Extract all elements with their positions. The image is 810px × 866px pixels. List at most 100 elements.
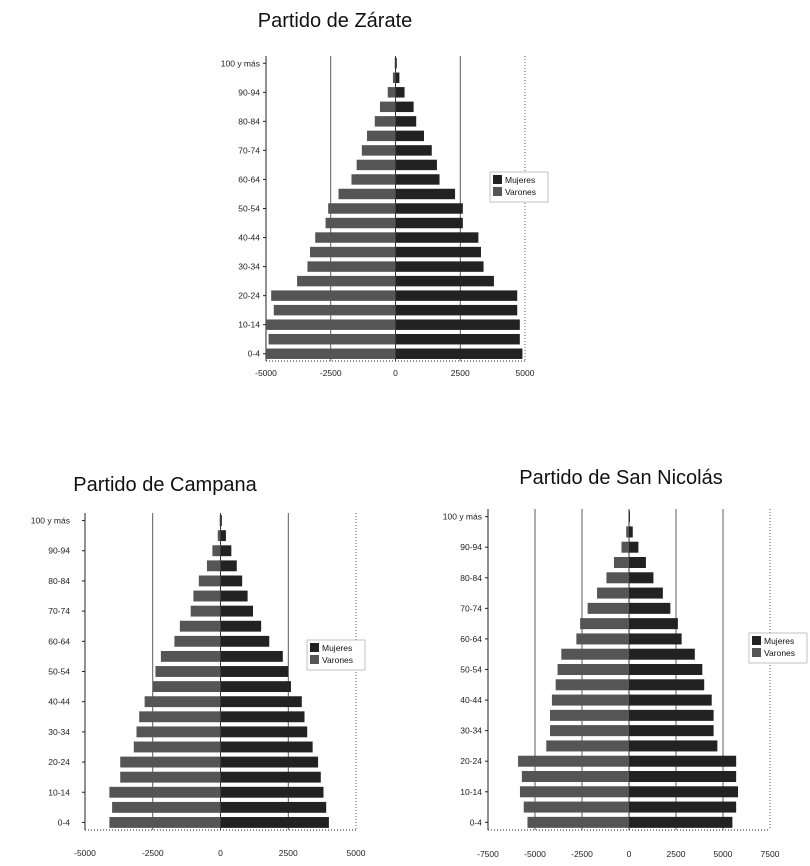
bar-mujeres [629,526,633,538]
chart-1: Partido de Zárate -5000 -2500 0 2500 5000 0-4 1… [221,10,549,378]
bar-varones [546,740,629,752]
bar-varones [551,694,629,706]
bar-mujeres [629,618,678,630]
bar-mujeres [395,275,494,287]
bar-mujeres [395,319,520,330]
bar-varones [310,246,396,258]
bar-mujeres [629,556,646,569]
bar-mujeres [220,801,327,813]
bar-mujeres [395,333,520,345]
y-tick-label: 80-84 [460,573,482,583]
bar-varones [179,620,221,632]
bar-mujeres [629,740,718,752]
bar-mujeres [629,587,663,599]
y-tick-label: 0-4 [470,817,483,827]
bar-mujeres [220,726,308,738]
bar-mujeres [629,816,733,828]
bar-varones [561,648,629,660]
legend-label: Varones [322,655,353,665]
bar-varones [198,575,221,587]
bar-varones [351,174,396,185]
y-tick-label: 60-64 [460,634,482,644]
bar-varones [521,770,629,783]
bar-mujeres [395,304,518,316]
y-tick-label: 100 y más [221,58,260,68]
bar-mujeres [395,87,405,98]
x-tick-label: -5000 [255,368,277,378]
legend-label: Mujeres [322,643,352,653]
legend-label: Varones [764,648,795,658]
bar-varones [606,572,629,584]
bar-varones [112,801,221,813]
bar-varones [367,130,396,142]
bar-mujeres [220,575,243,587]
x-tick-label: 0 [218,848,223,858]
bar-mujeres [395,261,484,272]
y-tick-label: 60-64 [238,174,260,184]
bar-mujeres [395,72,400,84]
y-tick-label: 50-54 [238,204,260,214]
x-tick-label: 5000 [516,368,535,378]
bar-varones [315,232,396,243]
y-tick-label: 70-74 [460,603,482,613]
bar-varones [626,526,629,538]
bar-varones [557,663,629,676]
bar-varones [109,817,221,828]
y-tick-label: 90-94 [48,546,70,556]
bar-varones [392,72,396,84]
x-tick-label: 2500 [451,368,470,378]
bar-mujeres [395,130,424,142]
bar-mujeres [395,145,432,156]
bar-varones [394,58,396,69]
bar-mujeres [220,741,313,753]
bar-varones [120,756,221,768]
bar-varones [580,618,629,630]
chart-title: Partido de Campana [73,474,257,496]
bar-mujeres [395,232,479,243]
bar-mujeres [629,801,737,813]
y-tick-label: 100 y más [443,512,482,522]
y-tick-label: 50-54 [460,665,482,675]
bar-mujeres [395,58,397,69]
y-tick-label: 40-44 [460,695,482,705]
bar-mujeres [395,116,417,127]
x-tick-label: -5000 [524,849,546,859]
bar-mujeres [220,605,254,617]
legend-swatch [493,175,502,184]
bar-varones [152,681,221,693]
bar-varones [307,261,396,272]
bar-varones [387,87,396,98]
y-tick-label: 30-34 [48,727,70,737]
bar-varones [174,635,221,647]
bar-mujeres [220,711,305,723]
bar-mujeres [220,650,283,662]
legend-swatch [310,643,319,652]
bar-varones [144,696,221,708]
bar-varones [338,188,396,200]
bar-varones [519,786,629,798]
chart-title: Partido de San Nicolás [519,467,722,489]
bar-mujeres [395,159,437,171]
bar-mujeres [220,620,262,632]
legend-label: Mujeres [505,175,535,185]
bar-varones [555,679,629,691]
bar-mujeres [395,188,456,200]
bar-mujeres [395,348,523,359]
bar-mujeres [220,696,302,708]
bar-varones [550,709,629,721]
bar-mujeres [220,666,289,677]
bar-mujeres [395,174,440,185]
bar-mujeres [629,541,639,553]
bar-varones [271,290,396,301]
bar-varones [297,275,396,287]
y-tick-label: 70-74 [48,606,70,616]
bar-varones [133,741,221,753]
bar-mujeres [629,709,714,721]
y-tick-label: 20-24 [460,756,482,766]
x-tick-label: 2500 [279,848,298,858]
bar-mujeres [629,572,654,584]
bar-mujeres [629,755,737,767]
bar-varones [266,319,396,330]
x-tick-label: -2500 [142,848,164,858]
chart-2: Partido de Campana -5000 -2500 0 2500 5000 0-4… [31,474,366,858]
